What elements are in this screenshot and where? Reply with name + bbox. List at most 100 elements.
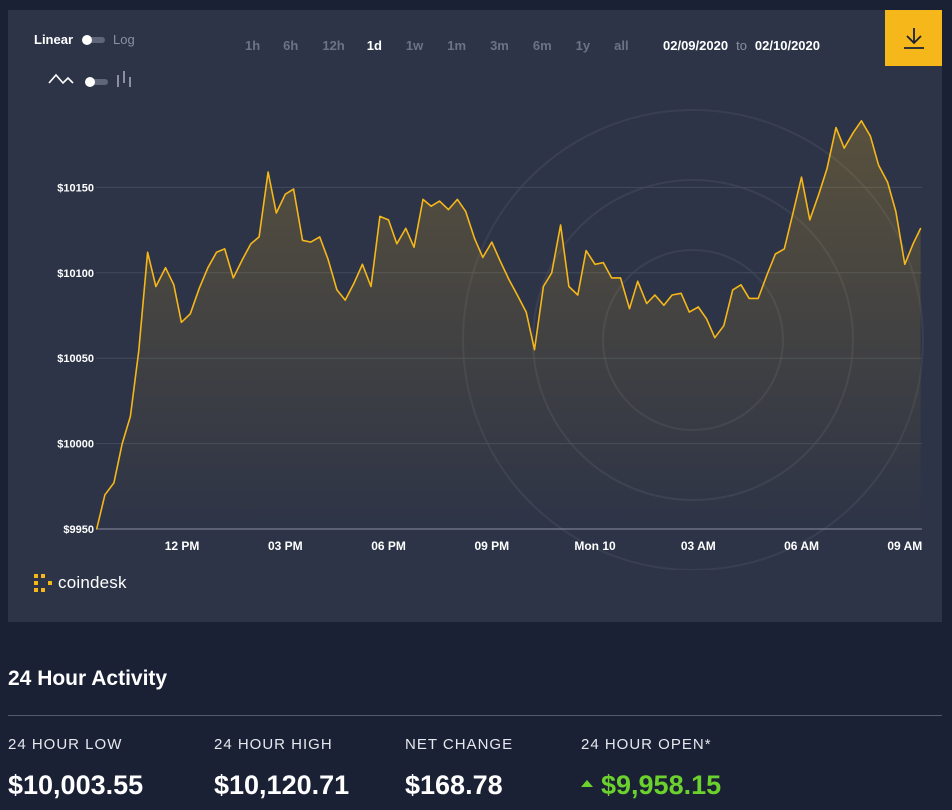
price-point — [129, 415, 132, 417]
stat-value-up: $9,958.15 — [581, 770, 721, 801]
scale-toggle-row: Linear Log — [34, 32, 135, 47]
price-point — [748, 297, 750, 300]
price-point — [491, 241, 493, 243]
x-tick-label: Mon 10 — [574, 539, 616, 553]
range-6m-button[interactable]: 6m — [532, 38, 552, 53]
range-3m-button[interactable]: 3m — [490, 38, 509, 53]
x-tick-label: 09 AM — [887, 539, 922, 553]
price-point — [619, 277, 622, 279]
download-button[interactable] — [885, 10, 942, 66]
price-point — [723, 325, 725, 327]
price-point — [232, 277, 234, 279]
range-1y-button[interactable]: 1y — [575, 38, 591, 53]
price-point — [525, 311, 527, 313]
range-all-button[interactable]: all — [614, 38, 629, 53]
price-points — [96, 120, 922, 530]
stat-value: $168.78 — [405, 770, 503, 800]
price-point — [705, 318, 708, 320]
range-6h-button[interactable]: 6h — [283, 38, 299, 53]
scale-switch[interactable] — [82, 34, 106, 45]
price-point — [396, 243, 398, 245]
time-range-selector: 1h 6h 12h 1d 1w 1m 3m 6m 1y all — [240, 38, 629, 53]
price-point — [577, 294, 579, 296]
price-point — [585, 249, 587, 252]
candlestick-chart-icon[interactable] — [116, 70, 134, 93]
price-point — [224, 248, 226, 250]
activity-title: 24 Hour Activity — [8, 667, 168, 690]
range-1d-button[interactable]: 1d — [366, 38, 382, 53]
price-point — [551, 272, 553, 274]
price-point — [180, 321, 182, 323]
price-point — [113, 482, 115, 484]
price-point — [121, 443, 123, 445]
y-tick-label: $9950 — [63, 524, 94, 536]
price-point — [361, 263, 363, 265]
price-point — [835, 127, 837, 129]
price-point — [310, 241, 312, 243]
price-point — [413, 246, 415, 248]
price-point — [895, 210, 897, 212]
price-point — [430, 205, 432, 207]
price-point — [138, 350, 140, 352]
price-point — [370, 285, 372, 288]
coindesk-logo[interactable]: coindesk — [34, 573, 127, 593]
price-point — [275, 212, 277, 214]
range-1w-button[interactable]: 1w — [405, 38, 424, 53]
price-point — [740, 284, 742, 286]
price-point — [843, 147, 845, 149]
stat-value: $10,120.71 — [214, 770, 350, 800]
price-point — [878, 164, 880, 166]
scale-switch-knob[interactable] — [82, 34, 93, 45]
price-point — [516, 294, 518, 296]
chart-type-switch[interactable] — [85, 76, 108, 87]
price-point — [646, 302, 648, 305]
chart-panel: Linear Log 1h 6h 12h 1d 1w 1m 3m 6m 1y a… — [8, 10, 942, 622]
coindesk-logo-icon — [34, 574, 52, 592]
x-tick-label: 03 AM — [681, 539, 716, 553]
price-point — [327, 258, 329, 260]
price-point — [860, 120, 863, 122]
price-point — [869, 135, 871, 137]
range-1m-button[interactable]: 1m — [447, 38, 467, 53]
line-chart-icon[interactable] — [48, 71, 74, 92]
price-point — [602, 261, 604, 264]
scale-linear-label[interactable]: Linear — [34, 32, 74, 47]
range-12h-button[interactable]: 12h — [322, 38, 345, 53]
price-point — [818, 193, 820, 195]
price-point — [456, 198, 458, 200]
x-axis-labels: 12 PM 03 PM 06 PM 09 PM Mon 10 03 AM 06 AM 09 A… — [165, 539, 923, 553]
scale-log-label[interactable]: Log — [113, 32, 135, 47]
price-point — [104, 494, 106, 496]
date-from[interactable]: 02/09/2020 — [663, 38, 729, 53]
price-point — [284, 193, 286, 195]
price-point — [301, 239, 304, 241]
range-1h-button[interactable]: 1h — [245, 38, 261, 53]
price-point — [96, 528, 98, 530]
price-point — [542, 285, 545, 288]
price-point — [594, 263, 596, 265]
price-point — [387, 219, 390, 221]
stat-label: 24 HOUR OPEN* — [581, 736, 712, 753]
price-point — [147, 251, 149, 253]
price-point — [465, 210, 467, 212]
price-point — [680, 292, 682, 294]
price-point — [904, 263, 906, 265]
price-point — [164, 267, 167, 269]
price-point — [610, 277, 613, 279]
x-tick-label: 06 AM — [784, 539, 819, 553]
chart-type-switch-knob[interactable] — [85, 76, 95, 87]
stat-value: $10,003.55 — [8, 770, 144, 800]
price-point — [671, 294, 673, 296]
stat-net-change: NET CHANGE $168.78 — [405, 736, 513, 801]
y-tick-label: $10150 — [57, 182, 94, 194]
date-to[interactable]: 02/10/2020 — [754, 38, 820, 53]
price-point — [405, 227, 407, 229]
y-tick-label: $10100 — [57, 268, 94, 280]
download-icon — [903, 28, 924, 49]
price-point — [714, 337, 716, 339]
price-point — [568, 285, 570, 288]
price-point — [920, 227, 922, 229]
date-separator: to — [736, 38, 747, 53]
price-point — [207, 267, 209, 269]
price-point — [379, 215, 381, 218]
